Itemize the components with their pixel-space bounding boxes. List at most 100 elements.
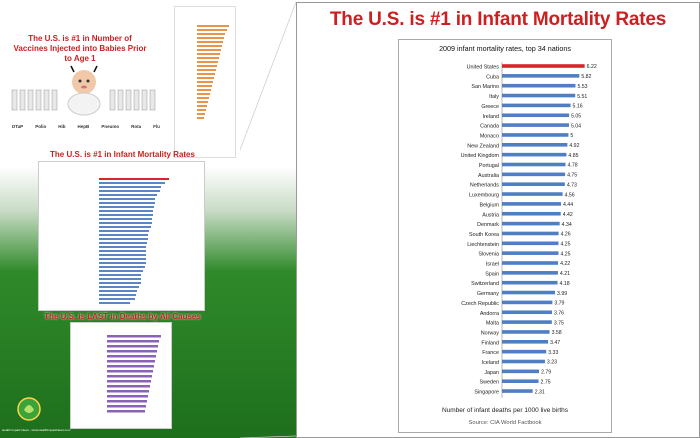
vaccine-schedule-thumbnail xyxy=(174,6,236,158)
baby-image xyxy=(67,65,101,116)
category-label: Portugal xyxy=(479,163,499,169)
value-label: 5.16 xyxy=(573,104,583,110)
vaccine-label: HepB xyxy=(77,124,90,129)
value-label: 4.78 xyxy=(568,163,578,169)
bar xyxy=(502,172,566,177)
mini-title-infant-mortality: The U.S. is #1 in Infant Mortality Rates xyxy=(50,150,195,159)
vaccine-label: Rota xyxy=(131,124,142,129)
bar xyxy=(502,300,553,305)
value-label: 4.22 xyxy=(560,261,570,267)
value-label: 2.75 xyxy=(541,379,551,385)
category-label: Netherlands xyxy=(470,183,499,189)
value-label: 4.42 xyxy=(563,212,573,218)
bar xyxy=(502,251,559,255)
bar xyxy=(502,182,565,186)
vaccine-panel: The U.S. is #1 in Number of Vaccines Inj… xyxy=(6,6,238,158)
category-label: United States xyxy=(467,65,500,71)
category-label: Slovenia xyxy=(478,252,499,258)
bar xyxy=(502,143,568,147)
category-label: New Zealand xyxy=(467,143,499,149)
value-label: 5.51 xyxy=(577,94,587,100)
x-axis-label: Number of infant deaths per 1000 live bi… xyxy=(441,407,569,414)
value-label: 5.82 xyxy=(581,74,591,80)
category-label: Spain xyxy=(485,271,499,277)
bar xyxy=(502,64,585,68)
category-label: Germany xyxy=(477,291,499,297)
bar xyxy=(502,320,552,324)
category-label: San Marino xyxy=(471,84,499,90)
footer-credit: Health Impact News - www.HealthImpactNew… xyxy=(2,428,71,432)
category-label: Singapore xyxy=(474,390,499,396)
value-label: 6.22 xyxy=(587,64,597,70)
main-title: The U.S. is #1 in Infant Mortality Rates xyxy=(329,9,667,30)
bar xyxy=(502,93,576,98)
category-label: Norway xyxy=(481,330,500,336)
value-label: 5.04 xyxy=(571,123,581,129)
category-label: Austria xyxy=(482,212,499,218)
bar xyxy=(502,310,552,315)
value-label: 4.73 xyxy=(567,182,577,188)
bar xyxy=(502,280,558,285)
value-label: 3.75 xyxy=(554,320,564,326)
bar xyxy=(502,133,569,137)
category-label: Denmark xyxy=(477,222,499,228)
category-label: Japan xyxy=(484,370,499,376)
bar xyxy=(502,261,559,265)
category-label: Sweden xyxy=(480,380,499,386)
value-label: 3.47 xyxy=(550,340,560,346)
value-label: 5 xyxy=(570,133,573,139)
category-label: Liechtenstein xyxy=(467,242,499,248)
category-label: Cuba xyxy=(486,74,499,80)
value-label: 3.58 xyxy=(552,330,562,336)
chart-frame: 2009 infant mortality rates, top 34 nati… xyxy=(398,39,612,433)
category-label: Czech Republic xyxy=(461,301,499,307)
category-label: Ireland xyxy=(483,114,499,120)
value-label: 2.31 xyxy=(535,389,545,395)
mini-title-deaths: The U.S. is LAST in Deaths by All Causes xyxy=(44,312,201,321)
category-label: Malta xyxy=(486,321,499,327)
main-panel: The U.S. is #1 in Infant Mortality Rates… xyxy=(296,2,700,438)
category-label: Belgium xyxy=(480,202,500,208)
value-label: 4.25 xyxy=(560,251,570,257)
value-label: 3.33 xyxy=(548,350,558,356)
bar xyxy=(502,211,561,216)
vaccine-label: Flu xyxy=(153,124,160,129)
bar xyxy=(502,349,547,354)
vaccine-label: Polio xyxy=(35,124,47,129)
category-label: United Kingdom xyxy=(461,153,500,159)
value-label: 3.23 xyxy=(547,360,557,366)
vaccine-labels: DTaP Polio Hib HepB Pneumo Rota Flu xyxy=(6,124,166,129)
bar xyxy=(502,162,566,167)
bar xyxy=(502,192,563,196)
category-label: Iceland xyxy=(482,360,499,366)
value-label: 4.44 xyxy=(563,202,573,208)
value-label: 4.26 xyxy=(561,232,571,238)
category-label: Australia xyxy=(478,173,499,179)
chart-source: Source: CIA World Factbook xyxy=(468,420,542,426)
value-label: 4.21 xyxy=(560,271,570,277)
value-label: 4.56 xyxy=(565,192,575,198)
bar xyxy=(502,330,550,334)
category-label: Finland xyxy=(481,340,499,346)
value-label: 3.99 xyxy=(557,291,567,297)
value-label: 4.18 xyxy=(560,281,570,287)
value-label: 3.79 xyxy=(554,301,564,307)
bar xyxy=(502,369,540,374)
category-label: Canada xyxy=(480,124,499,130)
bar xyxy=(502,379,539,383)
bar xyxy=(502,152,567,157)
category-label: Luxembourg xyxy=(469,193,499,199)
bar xyxy=(502,123,569,127)
bar xyxy=(502,271,558,275)
value-label: 4.34 xyxy=(562,222,572,228)
bar xyxy=(502,113,570,118)
value-label: 5.53 xyxy=(577,84,587,90)
category-label: Switzerland xyxy=(471,281,499,287)
category-label: Italy xyxy=(489,94,499,100)
bar xyxy=(502,221,560,226)
bar xyxy=(502,389,533,393)
category-label: South Korea xyxy=(469,232,499,238)
bar-chart: United States 6.22 Cuba 5.82 San Marino 5.53 I… xyxy=(461,62,597,398)
vaccine-title: The U.S. is #1 in Number of Vaccines Inj… xyxy=(13,34,147,63)
brand-logo-icon xyxy=(17,397,41,421)
